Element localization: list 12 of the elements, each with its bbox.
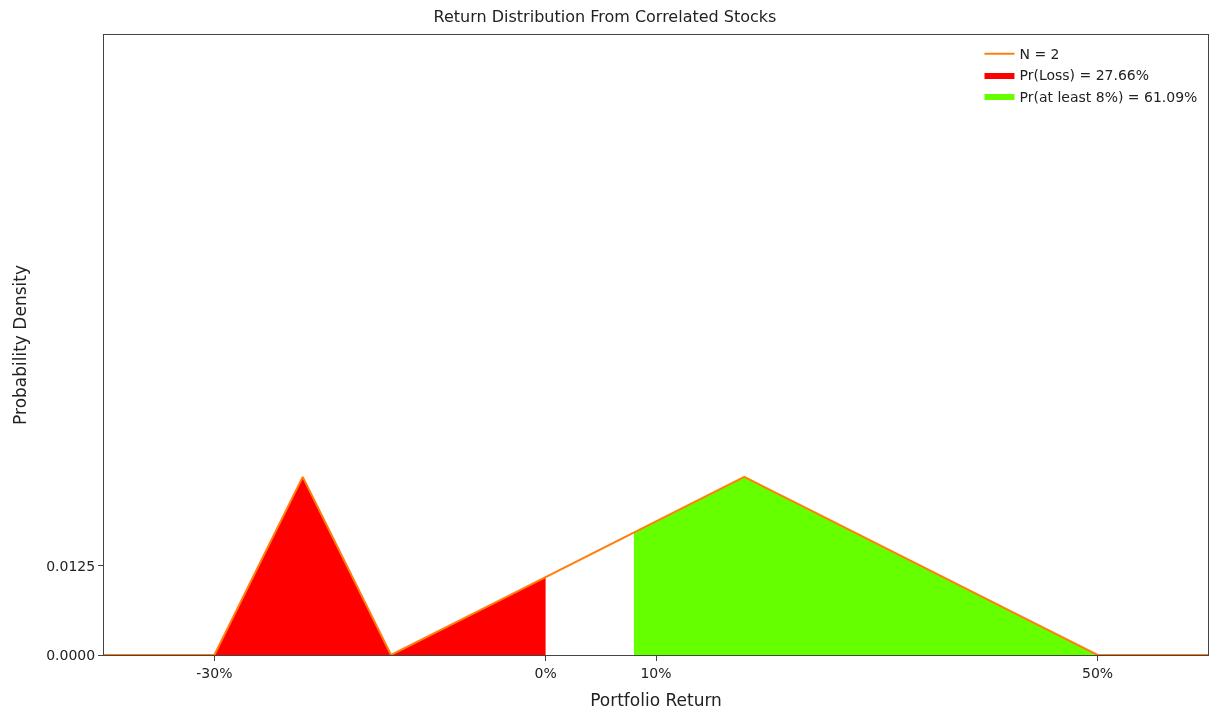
y-tick-label: 0.0000 — [46, 646, 96, 663]
y-tick-label: 0.0125 — [46, 557, 96, 574]
legend-label: Pr(Loss) = 27.66% — [1019, 67, 1150, 84]
x-axis-title: Portfolio Return — [590, 690, 722, 710]
y-axis-title: Probability Density — [9, 265, 30, 425]
x-tick-label: 10% — [640, 664, 672, 681]
x-tick-label: 50% — [1082, 664, 1114, 681]
legend-label: N = 2 — [1019, 46, 1060, 63]
chart-title: Return Distribution From Correlated Stocks — [433, 6, 777, 26]
x-tick-label: -30% — [196, 664, 233, 681]
x-tick-label: 0% — [534, 664, 557, 681]
legend-label: Pr(at least 8%) = 61.09% — [1019, 88, 1198, 105]
